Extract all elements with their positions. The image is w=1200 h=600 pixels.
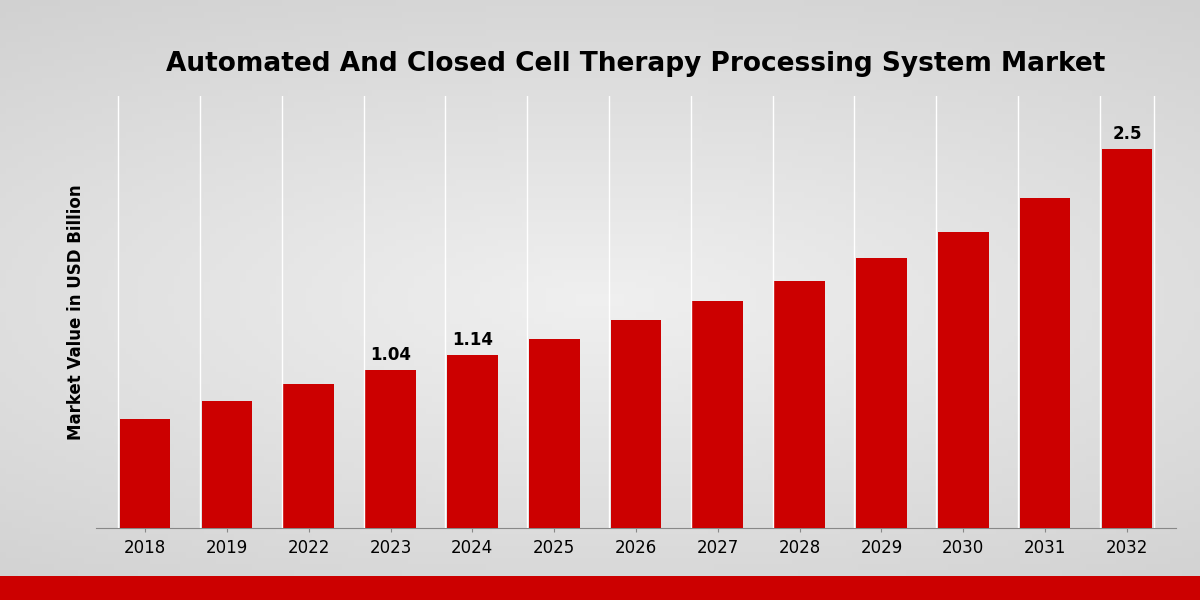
Bar xyxy=(938,232,989,528)
Bar xyxy=(446,355,498,528)
Bar xyxy=(611,320,661,528)
Bar xyxy=(529,338,580,528)
Bar xyxy=(365,370,416,528)
Title: Automated And Closed Cell Therapy Processing System Market: Automated And Closed Cell Therapy Proces… xyxy=(167,51,1105,77)
Bar xyxy=(774,281,826,528)
Bar xyxy=(1102,149,1152,528)
Bar xyxy=(202,401,252,528)
Y-axis label: Market Value in USD Billion: Market Value in USD Billion xyxy=(67,184,85,440)
Text: 1.14: 1.14 xyxy=(452,331,493,349)
Text: 1.04: 1.04 xyxy=(370,346,412,364)
Bar xyxy=(856,258,907,528)
Bar xyxy=(120,419,170,528)
Text: 2.5: 2.5 xyxy=(1112,125,1141,143)
Bar xyxy=(1020,197,1070,528)
Bar xyxy=(692,301,743,528)
Bar xyxy=(283,384,334,528)
